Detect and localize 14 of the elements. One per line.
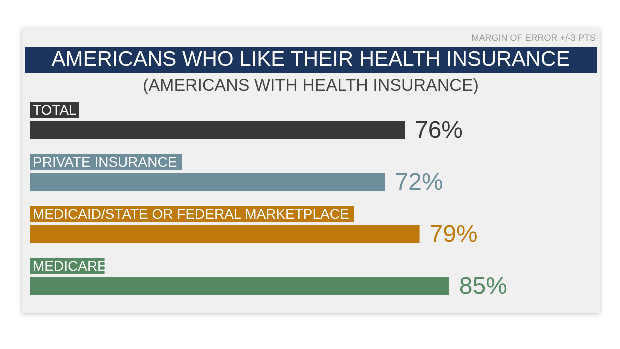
- bar: [30, 173, 386, 191]
- data-label: 85%: [459, 273, 508, 300]
- data-label: 72%: [395, 169, 444, 196]
- bar: [30, 225, 420, 243]
- bar: [30, 277, 450, 295]
- data-label: 76%: [414, 117, 464, 144]
- y-tick-label: MEDICAID/STATE OR FEDERAL MARKETPLACE: [33, 206, 350, 222]
- y-tick-label: PRIVATE INSURANCE: [33, 154, 178, 170]
- text: MARGIN OF ERROR +/-3 PTS: [472, 33, 596, 43]
- bar: [30, 121, 405, 139]
- data-label: 79%: [430, 221, 478, 248]
- y-tick-label: TOTAL: [33, 102, 78, 118]
- chart-subtitle: (AMERICANS WITH HEALTH INSURANCE): [142, 76, 480, 96]
- chart-title: AMERICANS WHO LIKE THEIR HEALTH INSURANCE: [25, 47, 597, 73]
